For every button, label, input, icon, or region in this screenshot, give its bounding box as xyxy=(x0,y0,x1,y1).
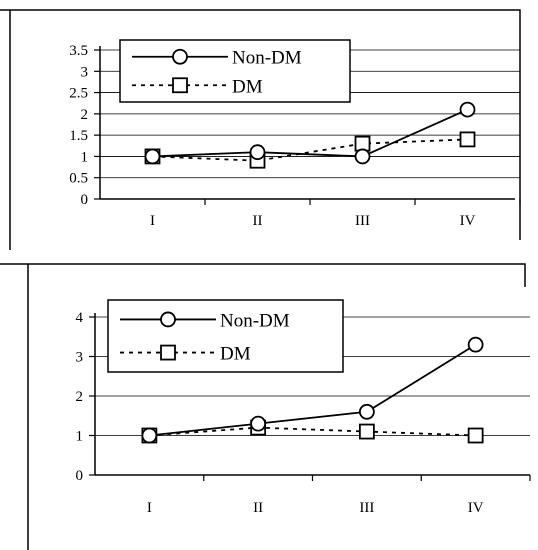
x-tick-label: III xyxy=(355,213,370,229)
point-non-dm xyxy=(354,148,371,165)
legend-label-non-dm: Non-DM xyxy=(232,48,302,69)
x-tick-label: I xyxy=(150,213,155,229)
legend-label-dm: DM xyxy=(220,344,251,365)
y-tick-label: 3.5 xyxy=(69,43,88,59)
frame-border xyxy=(0,263,526,287)
point-non-dm xyxy=(144,148,161,165)
series-line-dm xyxy=(152,138,468,162)
legend-marker-square xyxy=(160,344,176,361)
legend-label-non-dm: Non-DM xyxy=(220,310,290,331)
point-non-dm xyxy=(141,427,158,444)
x-tick-label: II xyxy=(253,213,263,229)
y-tick-label: 0 xyxy=(81,192,89,208)
y-tick-label: 2.5 xyxy=(69,86,88,102)
point-dm xyxy=(467,427,484,444)
point-dm xyxy=(358,423,375,440)
legend-box xyxy=(107,299,344,373)
point-non-dm xyxy=(358,403,375,420)
point-non-dm xyxy=(467,336,484,353)
x-tick-label: III xyxy=(359,500,374,516)
x-tick-label: IV xyxy=(468,500,484,516)
point-non-dm xyxy=(250,415,267,432)
legend: Non-DM DM xyxy=(119,39,351,103)
point-non-dm xyxy=(249,144,266,161)
y-tick-label: 4 xyxy=(76,310,84,326)
legend-marker-square xyxy=(172,77,188,94)
series-line-non-dm xyxy=(152,108,468,158)
y-tick-label: 2 xyxy=(81,107,89,123)
x-tick-label: IV xyxy=(460,213,476,229)
y-tick-label: 0 xyxy=(76,468,84,484)
point-non-dm xyxy=(459,101,476,118)
frame-border xyxy=(0,9,521,240)
chart-panel-top: 0 0.5 1 1.5 2 2.5 3 3.5 I II III IV Non-DM DM xyxy=(0,0,538,250)
y-tick-label: 0.5 xyxy=(69,171,88,187)
x-tick-label: II xyxy=(253,500,263,516)
legend-marker-circle xyxy=(160,311,176,328)
y-tick-label: 3 xyxy=(81,64,89,80)
y-tick-label: 1 xyxy=(76,429,84,445)
point-dm xyxy=(459,131,476,148)
series-line-dm xyxy=(149,426,476,437)
chart-panel-bottom: 0 1 2 3 4 I II III IV Non-DM DM xyxy=(0,262,538,550)
y-tick-label: 1.5 xyxy=(69,128,88,144)
legend-box xyxy=(119,39,351,103)
series-line-non-dm xyxy=(149,343,477,437)
legend-marker-circle xyxy=(172,48,188,65)
y-tick-label: 1 xyxy=(81,149,89,165)
legend-label-dm: DM xyxy=(232,76,263,97)
y-tick-label: 3 xyxy=(76,350,84,366)
legend: Non-DM DM xyxy=(107,299,344,373)
y-tick-label: 2 xyxy=(76,389,84,405)
x-tick-label: I xyxy=(147,500,152,516)
